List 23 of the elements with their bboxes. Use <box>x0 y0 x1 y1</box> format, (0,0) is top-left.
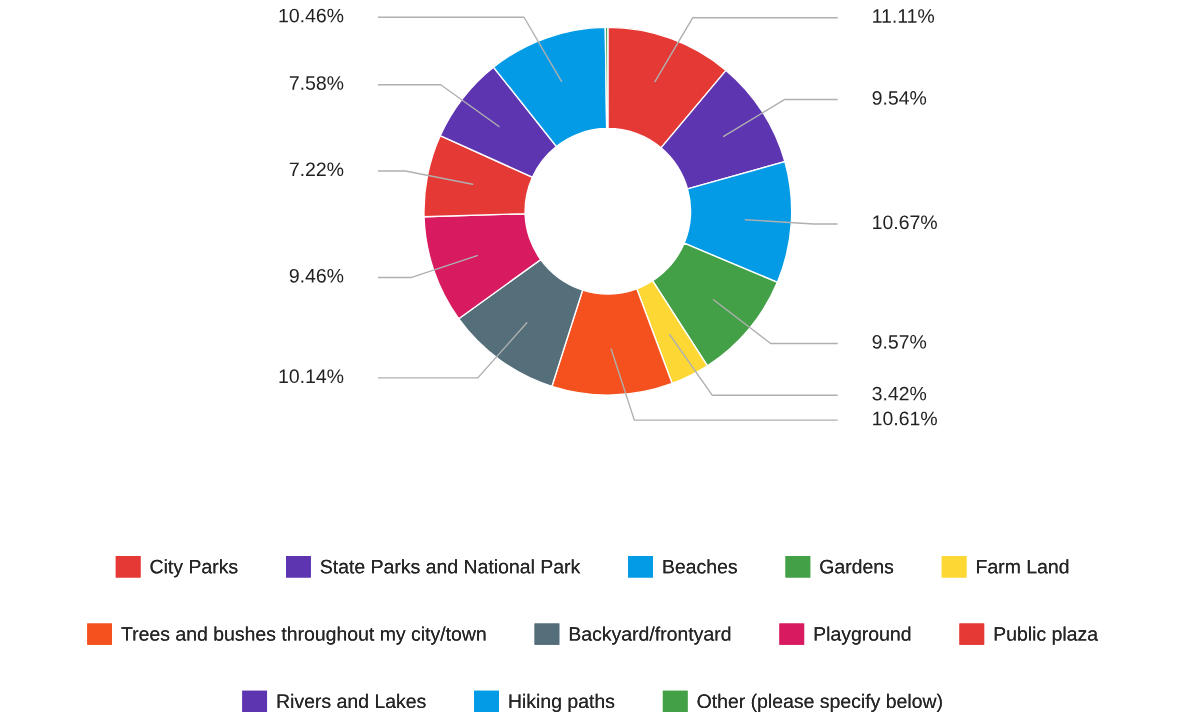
data-label: 10.46% <box>279 8 344 23</box>
legend-label: Rivers and Lakes <box>277 693 426 709</box>
legend-label: Playground <box>814 626 911 645</box>
data-label: 10.67% <box>873 215 937 230</box>
legend-label: Other (please specify below) <box>697 693 942 712</box>
data-label: 10.61% <box>873 411 937 426</box>
legend-label: State Parks and National Park <box>320 559 581 574</box>
legend-label: City Parks <box>150 559 238 578</box>
data-label: 9.54% <box>872 91 927 105</box>
data-label: 11.11% <box>873 9 935 23</box>
legend-label: Gardens <box>820 559 894 574</box>
legend-label: Public plaza <box>994 626 1099 645</box>
legend-label: Farm Land <box>977 559 1069 574</box>
legend-label: Beaches <box>663 559 737 574</box>
data-label: 10.14% <box>279 369 344 384</box>
legend-label: Backyard/frontyard <box>569 626 731 645</box>
data-label: 9.46% <box>289 268 344 283</box>
legend-label: Trees and bushes throughout my city/town <box>121 626 486 645</box>
legend-label: Hiking paths <box>509 693 615 712</box>
data-label: 3.42% <box>872 386 927 401</box>
data-label: 7.22% <box>289 162 344 177</box>
data-label: 9.57% <box>872 334 927 349</box>
data-label: 7.58% <box>289 76 344 90</box>
